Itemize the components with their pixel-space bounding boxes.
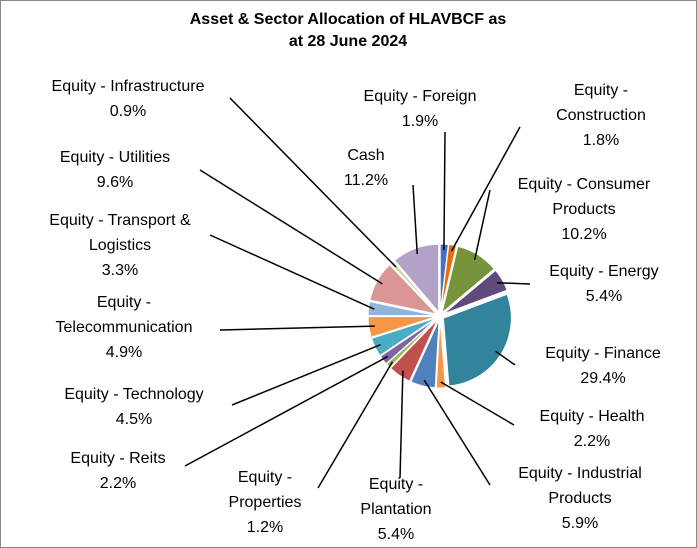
slice-label: Equity - Health 2.2% bbox=[472, 404, 697, 454]
slice-label: Equity - Energy 5.4% bbox=[484, 259, 697, 309]
leader-line bbox=[423, 379, 491, 486]
slice-name: Equity - Energy bbox=[549, 263, 659, 280]
slice-label: Equity - Telecommunication 4.9% bbox=[27, 290, 222, 365]
slice-name: Equity - Construction bbox=[556, 82, 646, 124]
slice-name: Equity - Utilities bbox=[59, 149, 171, 166]
slice-label: Equity - Construction 1.8% bbox=[546, 78, 656, 153]
leader-line bbox=[496, 282, 531, 285]
slice-value: 4.9% bbox=[105, 344, 143, 361]
chart-title: Asset & Sector Allocation of HLAVBCF as … bbox=[189, 11, 507, 50]
leader-line bbox=[443, 131, 446, 251]
slice-value: 0.9% bbox=[109, 103, 147, 120]
slice-label: Equity - Utilities 9.6% bbox=[0, 145, 235, 195]
leader-line bbox=[219, 325, 375, 331]
slice-label: Equity - Plantation 5.4% bbox=[349, 472, 444, 547]
leader-line bbox=[199, 169, 383, 285]
slice-name: Equity - Industrial Products bbox=[518, 465, 642, 507]
leader-line bbox=[495, 350, 516, 366]
slice-value: 29.4% bbox=[580, 370, 626, 387]
slice-label: Equity - Transport & Logistics 3.3% bbox=[30, 208, 210, 283]
leader-line bbox=[399, 370, 404, 479]
leader-line bbox=[184, 355, 389, 467]
slice-label: Equity - Infrastructure 0.9% bbox=[8, 74, 248, 124]
pie-slice bbox=[443, 269, 508, 315]
leader-line bbox=[450, 126, 521, 252]
leader-line bbox=[440, 381, 515, 426]
slice-value: 9.6% bbox=[96, 174, 134, 191]
slice-name: Equity - Finance bbox=[545, 345, 661, 362]
slice-label: Cash 11.2% bbox=[246, 143, 486, 193]
slice-value: 10.2% bbox=[561, 226, 607, 243]
slice-value: 2.2% bbox=[99, 475, 137, 492]
slice-value: 5.9% bbox=[561, 515, 599, 532]
pie-slice bbox=[410, 319, 440, 389]
pie-slice bbox=[367, 300, 437, 317]
slice-value: 4.5% bbox=[115, 411, 153, 428]
pie-slice bbox=[389, 318, 439, 382]
leader-line bbox=[317, 361, 394, 489]
pie-slice bbox=[441, 245, 495, 314]
slice-name: Equity - Plantation bbox=[360, 476, 432, 518]
slice-name: Equity - Foreign bbox=[363, 88, 477, 105]
slice-label: Equity - Foreign 1.9% bbox=[300, 84, 540, 134]
pie-slice bbox=[379, 318, 438, 365]
slice-name: Equity - Technology bbox=[64, 386, 204, 403]
pie-slice bbox=[367, 316, 437, 338]
pie-slice bbox=[435, 319, 447, 389]
slice-value: 1.2% bbox=[246, 519, 284, 536]
leader-line bbox=[412, 184, 419, 255]
slice-name: Cash bbox=[347, 147, 385, 164]
slice-name: Equity - Health bbox=[539, 408, 645, 425]
slice-label: Equity - Reits 2.2% bbox=[0, 446, 238, 496]
slice-label: Equity - Industrial Products 5.9% bbox=[495, 461, 665, 536]
slice-name: Equity - Reits bbox=[70, 450, 166, 467]
slice-label: Equity - Consumer Products 10.2% bbox=[497, 172, 672, 247]
slice-name: Equity - Properties bbox=[228, 469, 302, 511]
pie-slice bbox=[440, 243, 457, 313]
slice-value: 3.3% bbox=[101, 262, 139, 279]
slice-value: 5.4% bbox=[377, 526, 415, 543]
slice-value: 2.2% bbox=[573, 433, 611, 450]
slice-name: Equity - Infrastructure bbox=[51, 78, 205, 95]
leader-line bbox=[229, 97, 397, 268]
slice-value: 11.2% bbox=[343, 172, 389, 189]
slice-label: Equity - Technology 4.5% bbox=[14, 382, 254, 432]
slice-label: Equity - Finance 29.4% bbox=[483, 341, 697, 391]
leader-line bbox=[209, 234, 375, 310]
leader-line bbox=[473, 189, 491, 260]
slice-name: Equity - Telecommunication bbox=[55, 294, 193, 336]
slice-name: Equity - Consumer Products bbox=[517, 176, 651, 218]
leader-line bbox=[231, 343, 381, 406]
slice-value: 1.9% bbox=[401, 113, 439, 130]
slice-label: Equity - Properties 1.2% bbox=[218, 465, 313, 540]
slice-name: Equity - Transport & Logistics bbox=[49, 212, 191, 254]
slice-value: 5.4% bbox=[585, 288, 623, 305]
slice-value: 1.8% bbox=[582, 132, 620, 149]
pie-slice bbox=[393, 243, 440, 314]
